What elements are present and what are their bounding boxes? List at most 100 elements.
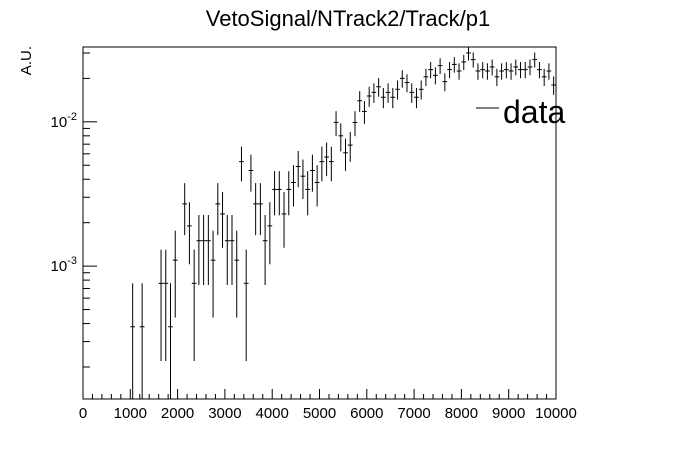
data-point <box>527 59 533 76</box>
data-point <box>253 183 259 236</box>
data-point <box>352 111 358 137</box>
data-point <box>518 62 523 79</box>
data-point <box>399 70 405 88</box>
data-point <box>437 58 443 75</box>
data-point <box>267 202 273 265</box>
y-axis: 10-2 10-3 <box>51 52 97 368</box>
legend-entry-data: data <box>503 94 565 130</box>
data-point <box>418 80 424 100</box>
data-point <box>480 62 486 79</box>
data-point <box>395 80 400 100</box>
data-point <box>541 68 547 87</box>
data-point <box>295 150 301 188</box>
data-point <box>234 230 240 318</box>
x-tick-label: 0 <box>79 405 87 422</box>
data-point <box>286 171 292 216</box>
x-tick-label: 10000 <box>535 405 577 422</box>
data-point <box>191 249 197 362</box>
x-tick-label: 9000 <box>492 405 525 422</box>
data-point <box>489 59 495 76</box>
data-point <box>182 183 188 236</box>
data-point <box>168 283 173 399</box>
data-point <box>551 76 556 95</box>
data-point <box>508 63 514 80</box>
data-point <box>187 202 192 265</box>
data-point <box>451 57 457 73</box>
data-point <box>314 165 320 207</box>
chart-title: VetoSignal/NTrack2/Track/p1 <box>206 6 491 31</box>
x-tick-label: 2000 <box>161 405 194 422</box>
data-point <box>196 215 202 285</box>
data-point <box>163 249 169 362</box>
data-point <box>239 146 244 182</box>
plot-frame <box>82 46 557 400</box>
data-point <box>224 215 230 285</box>
x-tick-label: 1000 <box>114 405 147 422</box>
data-point <box>300 159 306 199</box>
data-point <box>319 146 325 182</box>
y-tick-base: 10 <box>51 258 68 275</box>
data-point <box>404 74 410 93</box>
data-point <box>139 283 145 399</box>
x-tick-label: 5000 <box>303 405 336 422</box>
data-point <box>215 183 221 236</box>
data-point <box>385 83 391 103</box>
data-point <box>172 230 178 318</box>
data-point <box>310 154 315 192</box>
data-point <box>258 183 263 236</box>
y-tick-label: 10-2 <box>51 111 77 131</box>
data-point <box>343 138 348 171</box>
data-point <box>262 215 268 285</box>
data-point <box>376 78 381 97</box>
data-point <box>537 62 542 79</box>
legend: data <box>476 94 565 130</box>
y-tick-exponent: -2 <box>67 111 77 123</box>
data-point <box>220 192 225 248</box>
data-point <box>522 62 528 79</box>
data-point <box>371 83 377 103</box>
data-point <box>414 87 419 109</box>
x-tick-label: 6000 <box>350 405 383 422</box>
data-point <box>380 87 386 109</box>
data-point <box>503 62 509 79</box>
data-point <box>456 63 462 80</box>
data-point <box>494 68 500 87</box>
data-point <box>362 101 367 124</box>
data-point <box>328 146 334 182</box>
data-point <box>428 62 434 79</box>
data-point <box>205 215 211 285</box>
data-point <box>281 192 287 248</box>
data-point <box>243 249 249 362</box>
data-point <box>475 63 481 80</box>
data-point <box>447 62 452 79</box>
x-tick-label: 3000 <box>208 405 241 422</box>
x-tick-label: 7000 <box>397 405 430 422</box>
data-point <box>276 171 282 216</box>
plot-area <box>82 46 557 400</box>
data-point <box>248 154 254 192</box>
data-point <box>272 171 277 216</box>
data-point <box>466 47 471 61</box>
data-point <box>532 52 538 68</box>
x-tick-label: 4000 <box>256 405 289 422</box>
data-point <box>390 87 396 109</box>
data-point <box>442 73 448 92</box>
x-axis: 0 1000 2000 3000 4000 5000 6000 7000 8000 9000 100… <box>79 389 577 422</box>
data-point <box>461 54 467 71</box>
data-point <box>291 165 296 207</box>
y-axis-label: A.U. <box>18 46 35 75</box>
data-point <box>423 68 429 87</box>
data-point <box>324 142 329 176</box>
data-series <box>130 47 556 399</box>
data-point <box>366 86 372 107</box>
data-point <box>499 63 504 80</box>
data-point <box>158 249 164 362</box>
data-point <box>130 283 136 399</box>
data-point <box>305 171 311 216</box>
data-point <box>485 63 490 80</box>
data-point <box>433 67 438 85</box>
data-point <box>338 123 344 152</box>
y-tick-exponent: -3 <box>67 255 77 267</box>
data-point <box>229 215 235 285</box>
